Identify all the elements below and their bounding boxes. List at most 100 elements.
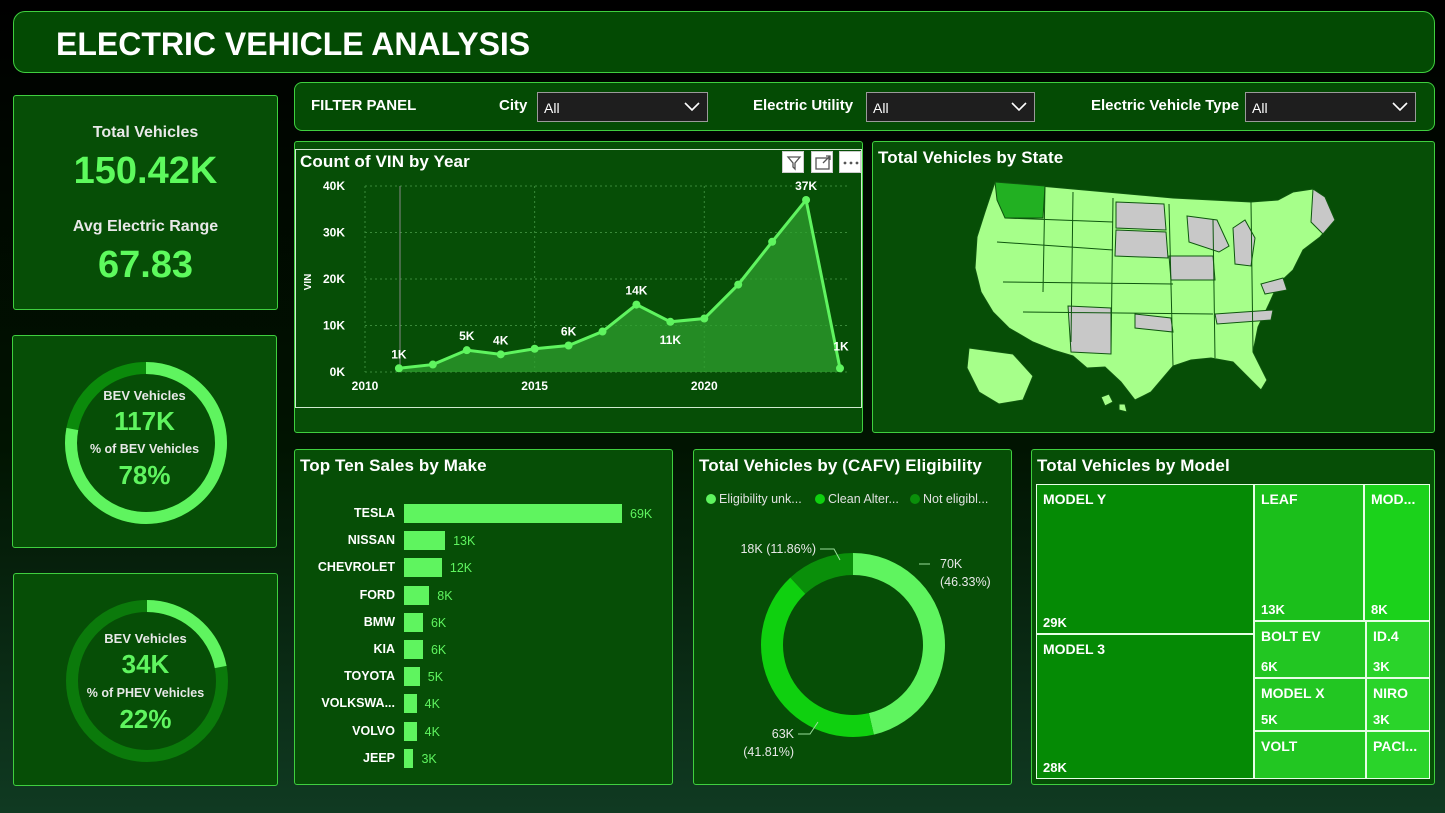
focus-mode-icon[interactable] [811,151,833,173]
data-point[interactable] [530,344,539,353]
legend-dot [910,494,920,504]
bar-category-label: CHEVROLET [317,560,395,575]
bar[interactable] [404,694,417,714]
state-south-dakota[interactable] [1114,229,1169,259]
state-iowa[interactable] [1168,255,1216,281]
bar[interactable] [404,504,622,523]
state-washington[interactable] [994,181,1046,219]
treemap-cell-name: PACI... [1373,738,1418,754]
data-point[interactable] [564,341,573,350]
utility-dropdown[interactable]: All [866,92,1035,122]
bar-value-label: 8K [437,588,453,603]
y-axis-label: VIN [303,274,314,291]
treemap-cell-value: 5K [1261,712,1278,727]
donut-slice-label: 70K [940,557,963,571]
bar[interactable] [404,748,414,768]
bev-ring-card: BEV Vehicles 117K % of BEV Vehicles 78% [12,335,277,548]
bar-value-label: 69K [630,507,653,521]
y-tick-label: 40K [323,179,345,193]
bar-category-label: NISSAN [347,533,395,548]
data-point[interactable] [734,280,743,289]
bar[interactable] [404,667,420,687]
state-maine[interactable] [1310,188,1336,235]
cafv-eligibility-card: Total Vehicles by (CAFV) Eligibility Eli… [693,449,1012,785]
state-oklahoma[interactable] [1134,313,1174,333]
data-point[interactable] [462,346,471,355]
data-point[interactable] [496,350,505,359]
cafv-chart-title: Total Vehicles by (CAFV) Eligibility [699,456,982,475]
page-title: ELECTRIC VEHICLE ANALYSIS [56,26,531,62]
state-hawaii[interactable] [1100,393,1128,413]
y-tick-label: 10K [323,319,345,333]
bar-category-label: TOYOTA [344,669,395,684]
bar-value-label: 12K [449,561,473,576]
chevron-down-icon [684,102,700,112]
filter-icon[interactable] [782,151,804,173]
bev-ring-chart [65,362,227,524]
us-states-map[interactable] [873,142,1434,432]
data-point[interactable] [428,360,437,369]
phev-ring-value: 34K [121,649,170,679]
legend-item-unknown[interactable]: Eligibility unk... [706,492,802,506]
bar[interactable] [404,585,430,605]
avg-range-label: Avg Electric Range [72,218,219,235]
treemap-cell[interactable]: MOD... 8K [1364,484,1430,621]
bar[interactable] [404,558,442,578]
legend-item-not-eligible[interactable]: Not eligibl... [910,492,988,506]
treemap-cell[interactable]: PACI... [1366,731,1430,779]
treemap-cell[interactable]: LEAF 13K [1254,484,1364,621]
bar[interactable] [404,612,423,632]
bev-ring-pct-label: % of BEV Vehicles [89,442,200,456]
ring-progress-arc [65,362,227,524]
data-point[interactable] [598,327,607,336]
data-point[interactable] [632,300,641,309]
bar-value-label: 6K [430,615,447,630]
state-wisconsin[interactable] [1186,215,1230,253]
state-alaska[interactable] [966,347,1034,405]
state-map-card: Total Vehicles by State [872,141,1435,433]
state-virginia-region[interactable] [1260,277,1288,295]
bar-category-label: VOLKSWA... [321,696,395,711]
phev-ring-label: BEV Vehicles [104,631,187,646]
vin-line-chart: 0K 10K 20K 30K 40K 2010 2015 2020 VIN 1K 5K 4K 6K 14K… [303,179,850,393]
data-point[interactable] [394,364,403,373]
treemap-cell-name: VOLT [1261,738,1298,754]
y-tick-label: 0K [330,365,346,379]
treemap-cell-name: MODEL X [1261,685,1325,701]
top-makes-card: Top Ten Sales by Make TESLA 69K NISSAN 13K C… [294,449,673,785]
donut-slice[interactable] [790,553,853,594]
data-point[interactable] [666,317,675,326]
treemap-cell[interactable]: NIRO 3K [1366,678,1430,731]
donut-slice[interactable] [853,553,945,735]
treemap-cell[interactable]: MODEL X 5K [1254,678,1366,731]
city-dropdown[interactable]: All [537,92,708,122]
data-point[interactable] [700,314,709,323]
ev-type-dropdown[interactable]: All [1245,92,1416,122]
legend-item-clean-alt[interactable]: Clean Alter... [815,492,899,506]
header-banner: ELECTRIC VEHICLE ANALYSIS [13,11,1435,73]
treemap-cell[interactable]: BOLT EV 6K [1254,621,1366,678]
legend-label: Eligibility unk... [719,492,802,506]
bar-category-label: BMW [363,614,395,629]
donut-slice-label: (41.81%) [743,745,794,759]
state-michigan[interactable] [1232,219,1256,267]
donut-slice[interactable] [761,577,874,737]
state-north-dakota[interactable] [1115,201,1167,231]
data-point[interactable] [768,237,777,246]
bar-value-label: 3K [421,751,437,766]
utility-filter-label: Electric Utility [753,97,854,114]
treemap-cell[interactable]: MODEL 3 28K [1036,634,1254,779]
bar-value-label: 6K [430,643,447,657]
ring-progress-arc [146,600,227,669]
bar[interactable] [404,531,446,551]
legend-dot [706,494,716,504]
treemap-cell[interactable]: MODEL Y 29K [1036,484,1254,634]
data-point[interactable] [802,195,811,204]
more-options-icon[interactable] [839,151,861,173]
data-point[interactable] [836,364,844,373]
treemap-cell[interactable]: VOLT [1254,731,1366,779]
state-tennessee[interactable] [1214,309,1274,325]
bar[interactable] [404,640,423,659]
treemap-cell[interactable]: ID.4 3K [1366,621,1430,678]
bar[interactable] [404,721,417,741]
